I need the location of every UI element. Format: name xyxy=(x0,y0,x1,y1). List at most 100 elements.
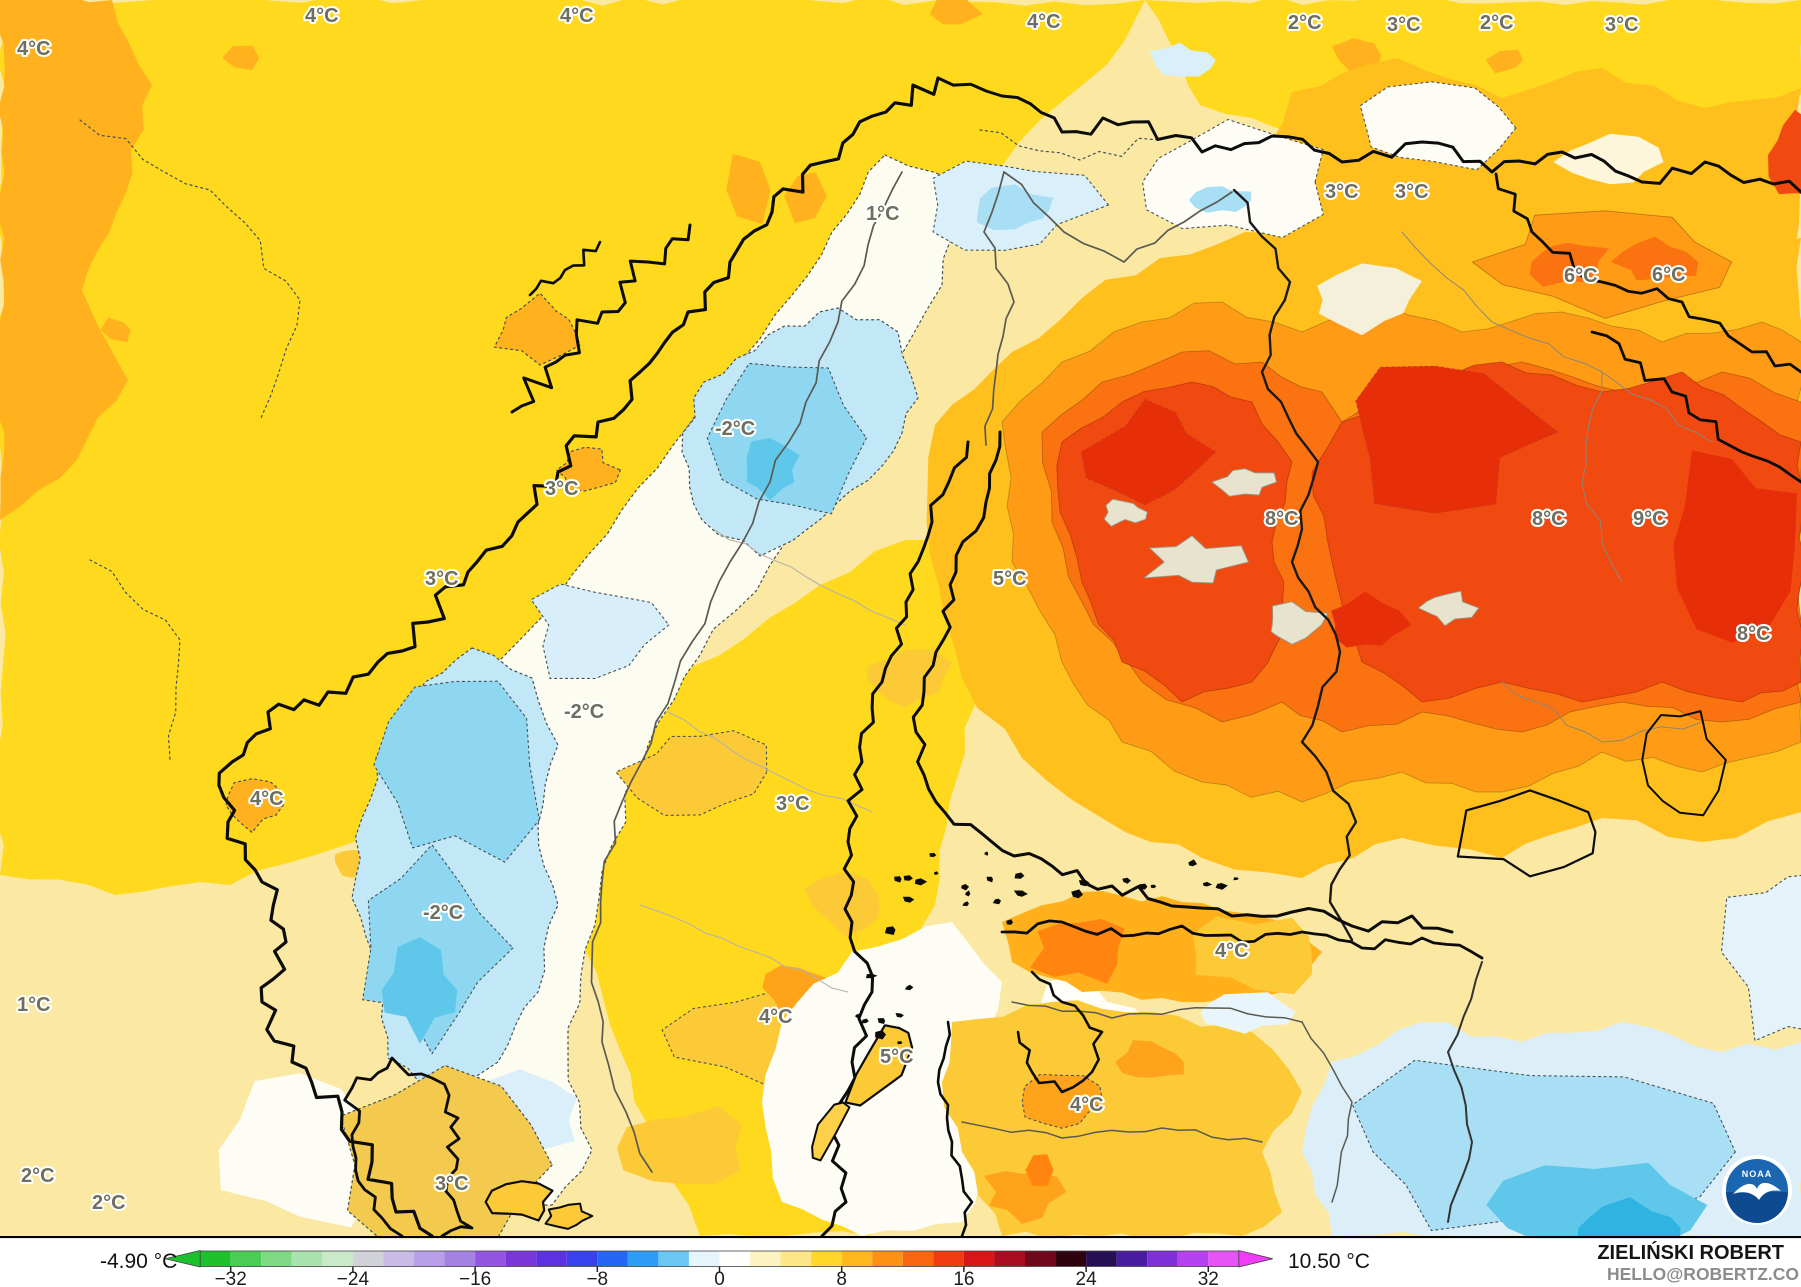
archipelago-speck xyxy=(1013,890,1028,897)
archipelago-speck xyxy=(962,901,969,907)
archipelago-speck xyxy=(992,898,1002,905)
color-scale-cell xyxy=(1116,1251,1148,1267)
map-region-neutral xyxy=(218,1073,374,1228)
lake xyxy=(1270,601,1329,645)
archipelago-speck xyxy=(986,876,993,883)
temp-label: 1°C xyxy=(866,203,900,225)
color-scale-cell xyxy=(291,1251,323,1267)
temp-label: 3°C xyxy=(1387,14,1421,36)
map-region xyxy=(1021,1073,1103,1129)
border-line xyxy=(1501,681,1703,743)
color-scale-cell xyxy=(627,1251,659,1267)
border-line xyxy=(590,171,903,1173)
archipelago-speck xyxy=(855,1013,861,1019)
coastline-estonia xyxy=(1000,919,1484,960)
map-bottom-border xyxy=(0,1236,1801,1239)
temp-label: 8°C xyxy=(1532,508,1566,530)
contour-line xyxy=(979,129,1161,161)
temp-label: 2°C xyxy=(1480,12,1514,34)
temp-label: 4°C xyxy=(560,5,594,27)
color-scale: −32 −24 −16 −8 0 8 16 24 32 xyxy=(165,1249,1273,1287)
credit-name: ZIELIŃSKI ROBERT xyxy=(1597,1241,1784,1264)
temp-label: -2°C xyxy=(715,418,755,440)
coastline-white-sea xyxy=(1494,172,1801,374)
map-region xyxy=(493,292,581,366)
border-line xyxy=(1003,171,1233,263)
map-region-neutral xyxy=(1317,263,1422,336)
map-region-neutral xyxy=(1553,133,1664,185)
map-region xyxy=(222,45,260,71)
lake-ladoga-outline xyxy=(1456,789,1597,878)
coastline-lofoten xyxy=(510,223,692,414)
temp-label: 3°C xyxy=(1395,181,1429,203)
coastline-arctic xyxy=(936,76,1801,194)
temp-label: 3°C xyxy=(425,568,459,590)
color-scale-tick-label: 32 xyxy=(1198,1269,1219,1287)
border-line xyxy=(1401,231,1713,443)
color-scale-cell xyxy=(688,1251,720,1267)
color-scale-cell xyxy=(597,1251,628,1267)
map-region-warm xyxy=(1355,365,1558,514)
map-region-cold xyxy=(1149,42,1216,77)
archipelago-speck xyxy=(904,984,914,991)
temp-label: 4°C xyxy=(305,5,339,27)
coastline-riga-gulf xyxy=(1016,970,1104,1094)
archipelago-speck xyxy=(1202,881,1213,887)
map-region-warm xyxy=(1080,398,1216,506)
temp-label: 6°C xyxy=(1564,265,1598,287)
color-scale-cell xyxy=(1086,1251,1117,1267)
temperature-labels: 4°C 4°C 4°C 4°C 2°C 3°C 2°C 3°C 1°C 3°C 3°C 6°C 6°C -… xyxy=(15,3,1773,1216)
noaa-seagull-icon xyxy=(1733,1182,1781,1200)
map-region-cold xyxy=(1720,874,1801,1042)
temp-label: 4°C xyxy=(17,38,51,60)
color-scale-tick-label: 16 xyxy=(953,1269,974,1287)
archipelago-speck xyxy=(902,896,915,903)
temp-label: 8°C xyxy=(1265,508,1299,530)
lake xyxy=(1211,468,1277,497)
map-region-warm xyxy=(1768,109,1801,195)
noaa-logo-lower-half xyxy=(1726,1192,1788,1223)
island-zealand xyxy=(484,1180,554,1222)
map-region-cold xyxy=(977,184,1053,231)
scale-max-annotation: 10.50 °C xyxy=(1288,1250,1370,1273)
map-region xyxy=(225,778,284,834)
color-scale-cell xyxy=(841,1251,873,1267)
color-scale-cell xyxy=(566,1251,598,1267)
island-oland xyxy=(811,1101,851,1162)
archipelago-speck xyxy=(1215,883,1228,890)
border-line xyxy=(1301,1021,1353,1203)
coastline xyxy=(528,240,602,297)
color-scale-cell xyxy=(811,1251,842,1267)
color-scale-cell xyxy=(719,1251,751,1267)
temp-label: 3°C xyxy=(1325,181,1359,203)
color-scale-cell xyxy=(750,1251,781,1267)
temp-label: 4°C xyxy=(759,1006,793,1028)
color-scale-cell xyxy=(352,1251,384,1267)
coastline-white-sea xyxy=(1590,330,1801,484)
color-scale-tick-label: 24 xyxy=(1076,1269,1098,1287)
archipelago-speck xyxy=(934,871,939,875)
temp-label: 3°C xyxy=(1605,14,1639,36)
map-region xyxy=(804,871,880,937)
temp-label: 1°C xyxy=(17,994,51,1016)
map-region xyxy=(0,0,152,520)
map-region-cold xyxy=(373,680,540,863)
temp-label: 2°C xyxy=(1288,12,1322,34)
color-scale-cell xyxy=(414,1251,445,1267)
map-region xyxy=(1115,1040,1184,1078)
color-scale-tick-label: −32 xyxy=(215,1269,247,1287)
island-gotland xyxy=(844,1024,914,1107)
island xyxy=(544,1202,594,1230)
lake-onega-outline xyxy=(1641,710,1727,817)
noaa-logo-text: NOAA xyxy=(1742,1169,1773,1179)
color-scale-cell xyxy=(872,1251,903,1267)
archipelago-speck xyxy=(894,876,902,883)
temp-label: 9°C xyxy=(1633,508,1667,530)
map-region xyxy=(617,1106,743,1185)
color-scale-cell xyxy=(383,1251,414,1267)
temp-label: 3°C xyxy=(435,1173,469,1195)
archipelago-speck xyxy=(895,1013,904,1018)
map-region xyxy=(100,317,131,343)
archipelago-speck xyxy=(875,1030,886,1040)
